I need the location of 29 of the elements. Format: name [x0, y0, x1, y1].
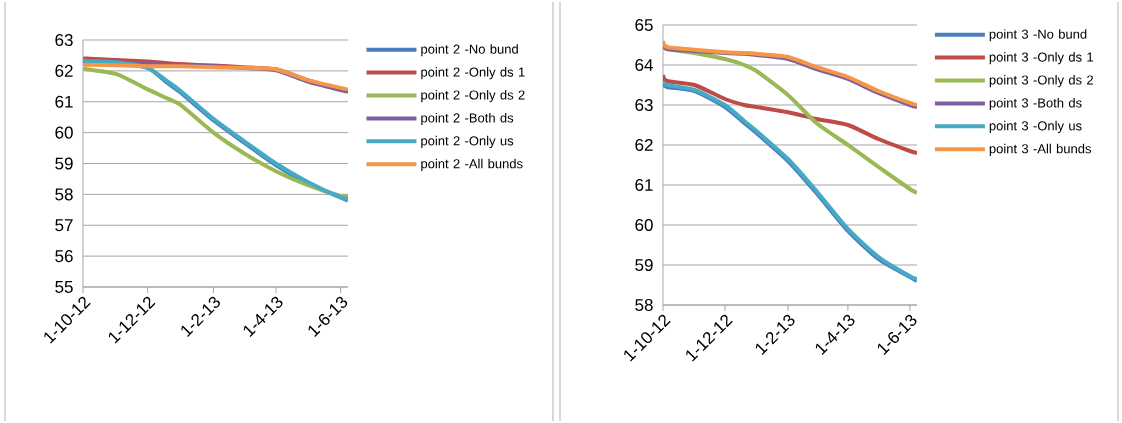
y-tick-label: 62 [635, 138, 653, 152]
legend-label: point 2 -All bunds [421, 158, 523, 171]
y-tick-label: 60 [635, 218, 653, 232]
y-tick-label: 65 [635, 18, 653, 32]
legend-label: point 3 -Only ds 2 [989, 75, 1093, 88]
legend-label: point 3 -Only us [989, 120, 1082, 133]
y-tick-label: 62 [55, 64, 73, 77]
y-tick-label: 59 [55, 157, 73, 170]
legend-label: point 2 -Only ds 1 [421, 67, 525, 80]
legend-label: point 2 -Only us [421, 135, 514, 148]
y-tick-label: 61 [55, 95, 73, 108]
y-tick-label: 56 [55, 250, 73, 263]
legend-label: point 3 -Only ds 1 [989, 52, 1094, 65]
y-tick-label: 55 [55, 281, 73, 293]
y-tick-label: 64 [635, 58, 653, 72]
legend-label: point 3 -Both ds [989, 97, 1082, 111]
legend-label: point 3 -No bund [989, 29, 1087, 42]
legend-label: point 2 -Only ds 2 [421, 90, 525, 103]
y-tick-label: 58 [55, 188, 73, 201]
y-tick-label: 61 [635, 178, 653, 192]
y-tick-label: 63 [55, 33, 73, 47]
legend-label: point 2 -Both ds [421, 112, 514, 126]
legend-label: point 2 -No bund [421, 44, 518, 57]
legend-label: point 3 -All bunds [989, 143, 1092, 156]
y-tick-label: 59 [635, 258, 653, 272]
y-tick-label: 58 [635, 298, 653, 312]
y-tick-label: 63 [635, 98, 653, 112]
y-tick-label: 60 [55, 126, 73, 139]
y-tick-label: 57 [55, 219, 73, 232]
